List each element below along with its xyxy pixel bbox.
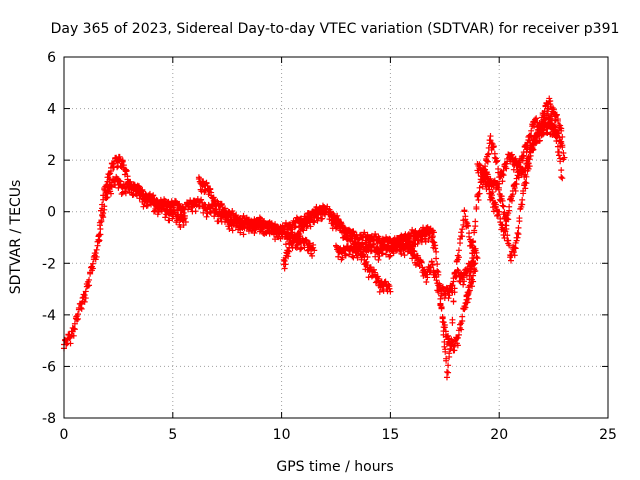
x-tick-label: 20 [490, 427, 508, 443]
series-marks [195, 174, 318, 259]
y-tick-label: 0 [47, 205, 56, 221]
x-tick-label: 0 [60, 427, 69, 443]
y-tick-label: 2 [47, 153, 56, 169]
series-marks [437, 265, 479, 354]
series-track-k [478, 119, 566, 187]
series-track-b [95, 153, 189, 245]
x-tick-label: 15 [381, 427, 399, 443]
y-tick-label: -6 [42, 359, 56, 375]
series-marks [61, 173, 329, 352]
series-marks [326, 206, 394, 295]
plot-frame [63, 56, 609, 419]
grid-lines [64, 57, 608, 418]
x-tick-label: 5 [168, 427, 177, 443]
axis-ticks: 0 5 10 15 20 25 -8 -6 -4 -2 0 2 4 6 [42, 50, 617, 443]
chart-title: Day 365 of 2023, Sidereal Day-to-day VTE… [51, 21, 620, 37]
series-marks [95, 153, 189, 245]
y-tick-label: -8 [42, 411, 56, 427]
series-marks [478, 119, 566, 187]
series-track-e [326, 206, 394, 295]
series-track-a [61, 173, 329, 352]
series-marks [333, 239, 479, 302]
data-points [61, 95, 568, 381]
y-tick-label: -2 [42, 256, 56, 272]
series-track-i [463, 108, 568, 306]
y-tick-label: 4 [47, 102, 56, 118]
series-track-h [437, 265, 479, 354]
x-tick-label: 25 [599, 427, 617, 443]
y-tick-label: 6 [47, 50, 56, 66]
y-tick-label: -4 [42, 308, 56, 324]
series-track-c [195, 174, 318, 259]
series-track-f [333, 239, 479, 302]
x-axis-label: GPS time / hours [276, 459, 393, 475]
y-axis-label: SDTVAR / TECUs [8, 180, 24, 295]
x-tick-label: 10 [273, 427, 291, 443]
series-marks [463, 108, 568, 306]
